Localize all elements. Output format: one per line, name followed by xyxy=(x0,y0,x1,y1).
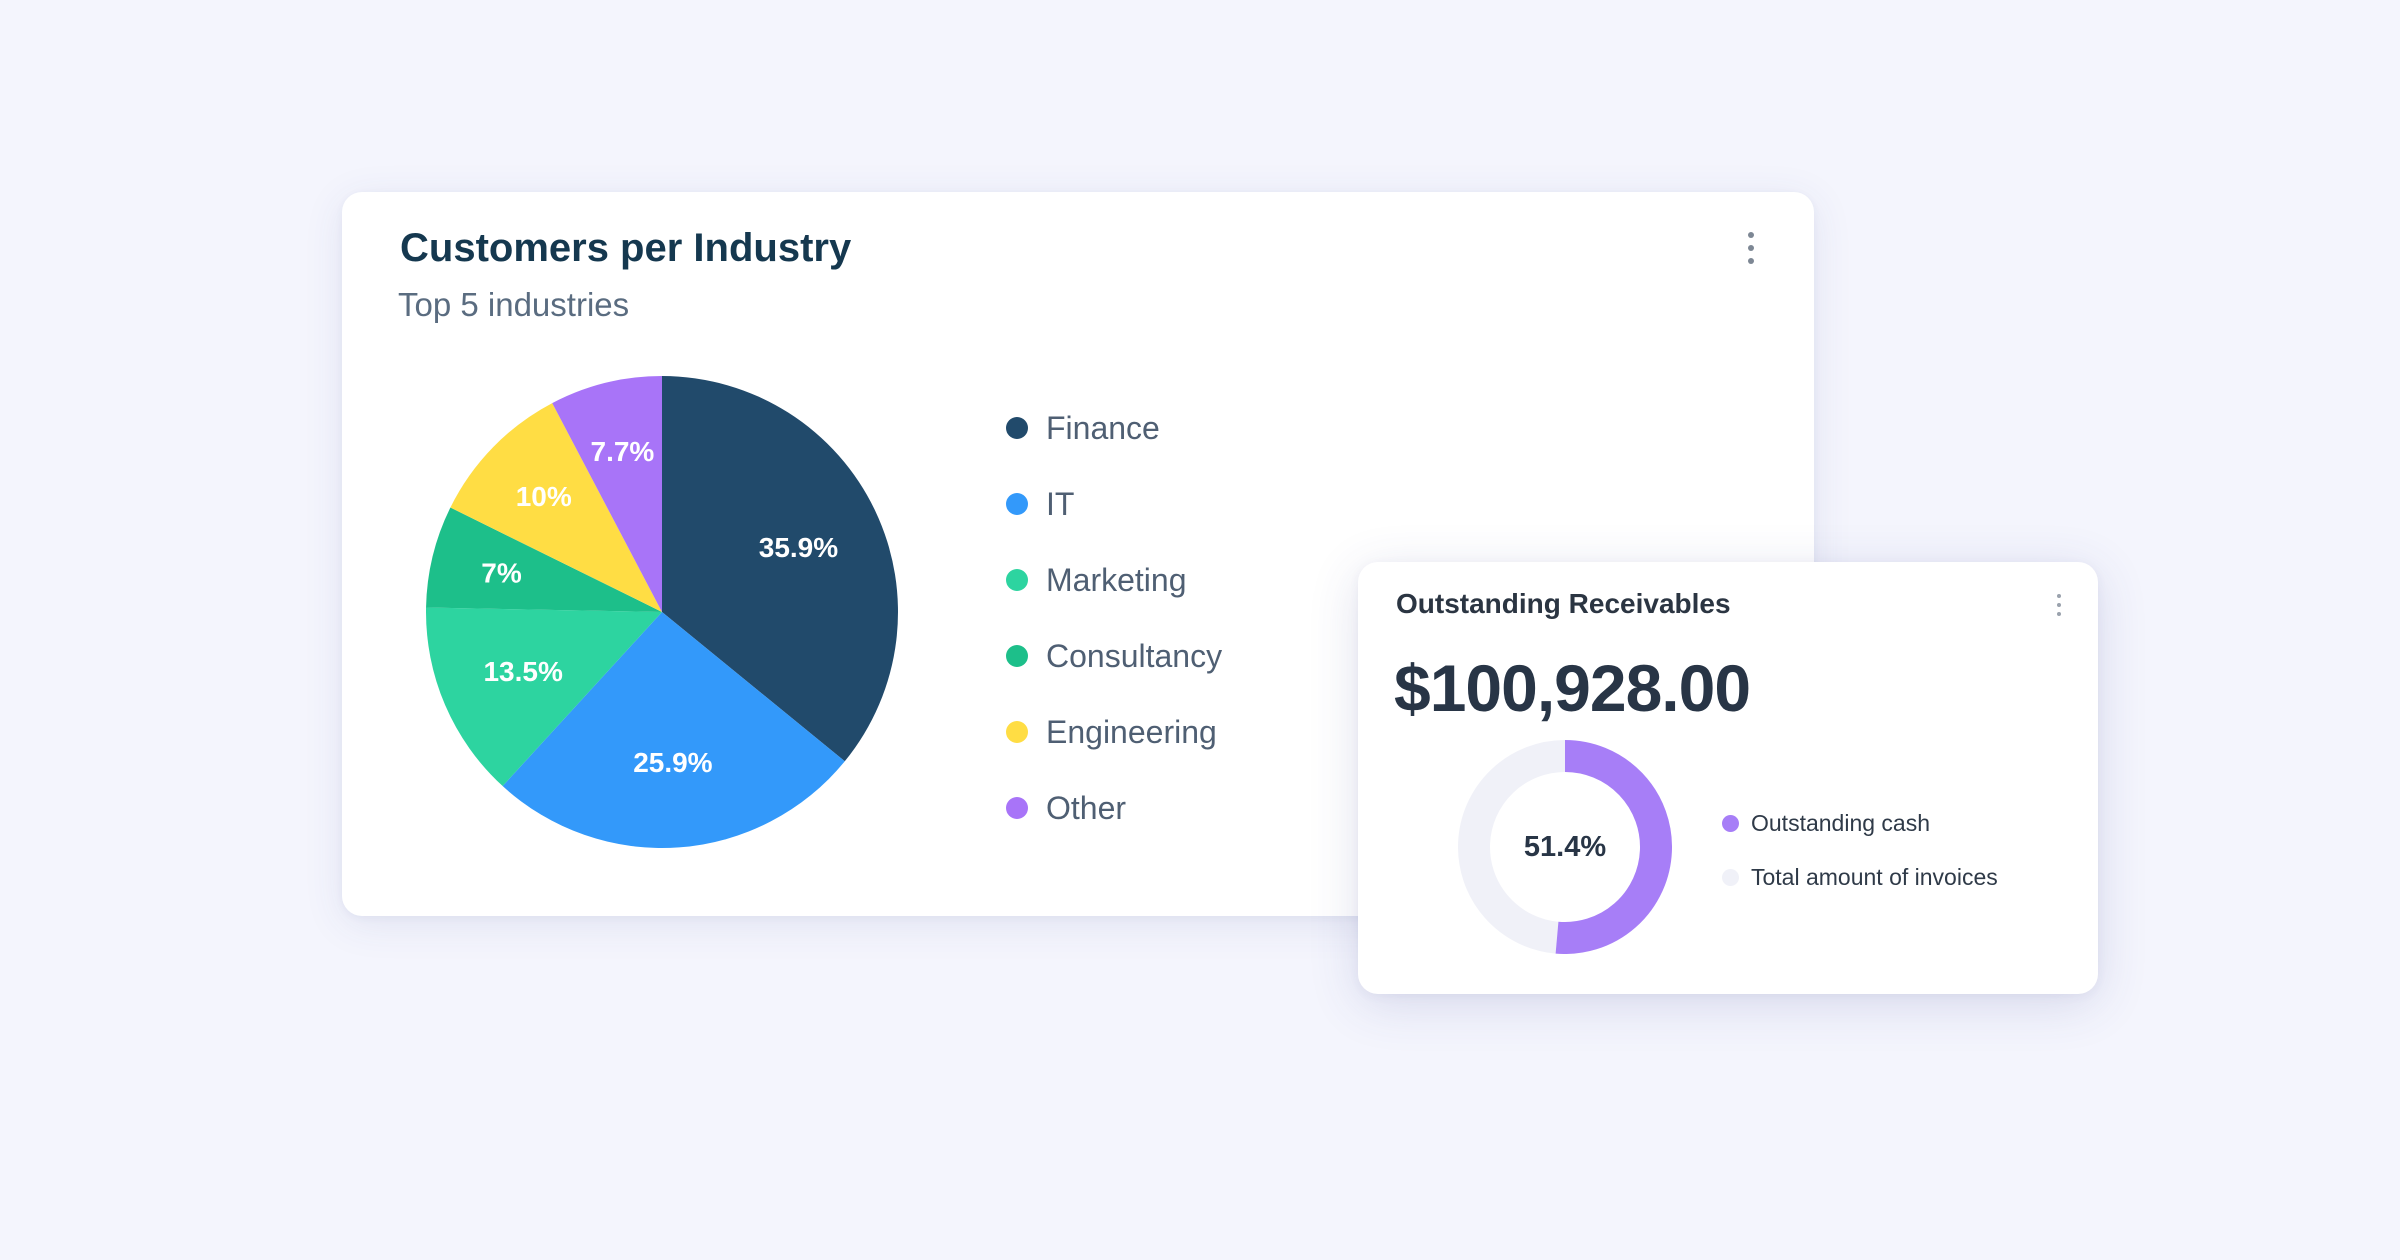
pie-slice-label: 35.9% xyxy=(759,532,838,563)
donut-arc-total-amount-of-invoices[interactable] xyxy=(1458,740,1566,954)
pie-slice-label: 25.9% xyxy=(633,747,712,778)
pie-slice-finance[interactable] xyxy=(662,376,898,762)
pie-slice-marketing[interactable] xyxy=(426,607,662,787)
legend-swatch xyxy=(1722,868,1739,886)
pie-slice-label: 10% xyxy=(516,481,572,512)
legend-label: Finance xyxy=(1046,409,1160,446)
legend-item-total-amount-of-invoices: Total amount of invoices xyxy=(1722,850,1998,904)
legend-label: IT xyxy=(1046,485,1075,522)
legend-swatch xyxy=(1006,569,1028,591)
legend-item-finance: Finance xyxy=(1006,390,1222,466)
pie-slice-engineering[interactable] xyxy=(450,403,662,612)
pie-slice-label: 7% xyxy=(481,557,522,588)
donut-center-label: 51.4% xyxy=(1524,831,1606,863)
kebab-menu-icon[interactable] xyxy=(2054,594,2064,616)
pie-slice-it[interactable] xyxy=(502,612,845,848)
legend-item-consultancy: Consultancy xyxy=(1006,618,1222,694)
card-subtitle: Top 5 industries xyxy=(398,286,630,323)
card-title: Outstanding Receivables xyxy=(1396,588,1731,619)
legend-swatch xyxy=(1006,493,1028,515)
kebab-dot xyxy=(2057,603,2061,607)
receivables-donut-chart: 51.4% xyxy=(1458,740,1672,954)
industry-legend: Finance IT Marketing Consultancy Engineering… xyxy=(1006,390,1222,846)
legend-label: Total amount of invoices xyxy=(1751,863,1998,890)
legend-label: Outstanding cash xyxy=(1751,809,1931,836)
legend-label: Engineering xyxy=(1046,713,1217,750)
kebab-dot xyxy=(2057,612,2061,616)
legend-swatch xyxy=(1006,417,1028,439)
legend-item-marketing: Marketing xyxy=(1006,542,1222,618)
legend-item-other: Other xyxy=(1006,770,1222,846)
card-title: Customers per Industry xyxy=(400,226,852,270)
legend-item-it: IT xyxy=(1006,466,1222,542)
legend-swatch xyxy=(1722,814,1739,832)
pie-slice-other[interactable] xyxy=(552,376,662,612)
legend-label: Consultancy xyxy=(1046,637,1223,674)
legend-swatch xyxy=(1006,721,1028,743)
legend-label: Marketing xyxy=(1046,561,1187,598)
pie-slice-label: 7.7% xyxy=(591,436,655,467)
legend-item-outstanding-cash: Outstanding cash xyxy=(1722,796,1998,850)
kebab-dot xyxy=(1748,232,1754,238)
legend-swatch xyxy=(1006,645,1028,667)
kebab-dot xyxy=(1748,245,1754,251)
legend-swatch xyxy=(1006,797,1028,819)
legend-item-engineering: Engineering xyxy=(1006,694,1222,770)
pie-slice-label: 13.5% xyxy=(483,656,562,687)
kebab-menu-icon[interactable] xyxy=(1744,232,1758,264)
outstanding-amount: $100,928.00 xyxy=(1394,651,1751,725)
kebab-dot xyxy=(1748,258,1754,264)
kebab-dot xyxy=(2057,594,2061,598)
customers-per-industry-card: Customers per Industry Top 5 industries … xyxy=(342,192,1814,916)
pie-slice-consultancy[interactable] xyxy=(426,507,662,612)
outstanding-receivables-card: Outstanding Receivables $100,928.00 51.4… xyxy=(1358,562,2098,994)
donut-arc-outstanding-cash[interactable] xyxy=(1555,740,1672,954)
legend-label: Other xyxy=(1046,789,1127,826)
receivables-legend: Outstanding cash Total amount of invoices xyxy=(1722,796,1998,904)
industry-pie-chart: 35.9% 25.9% 13.5% 7% 10% 7.7% xyxy=(426,376,898,848)
